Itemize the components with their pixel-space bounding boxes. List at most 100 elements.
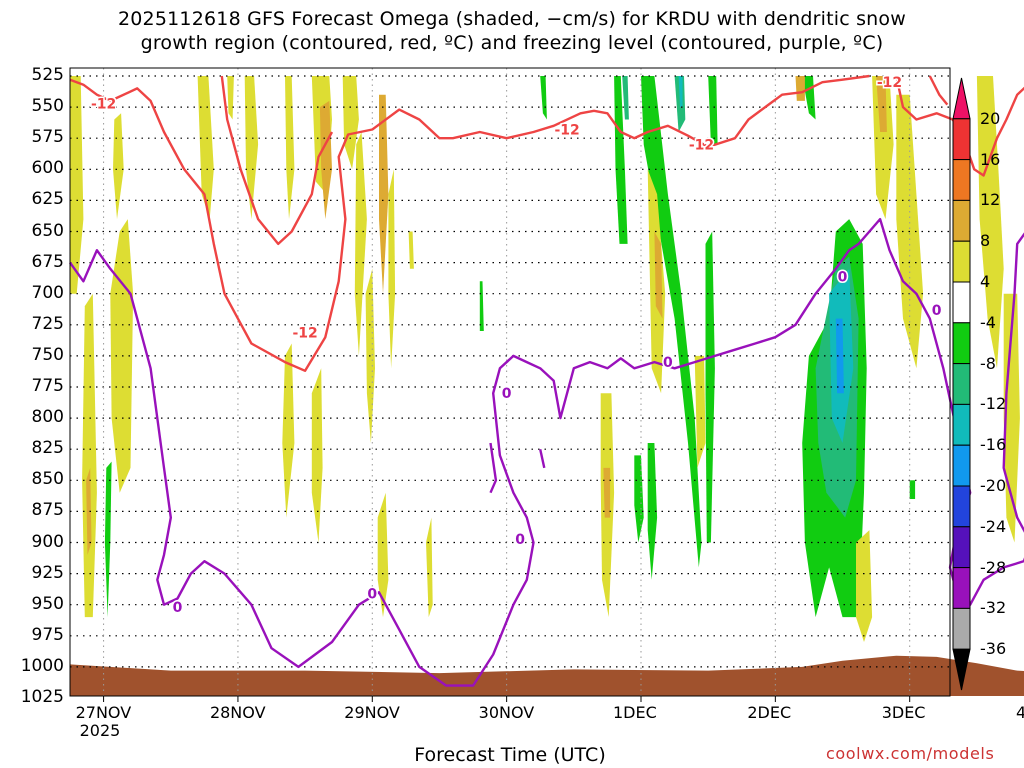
y-tick-label: 800 bbox=[31, 407, 64, 428]
colorbar-swatch bbox=[952, 199, 971, 242]
colorbar-label: -36 bbox=[980, 639, 1007, 659]
omega-shade-area bbox=[909, 480, 916, 499]
omega-shade-area bbox=[856, 530, 873, 642]
y-tick-label: 775 bbox=[31, 376, 64, 396]
colorbar-label: -32 bbox=[980, 598, 1007, 618]
contour-label: 0 bbox=[932, 303, 942, 319]
chart-title-line1: 2025112618 GFS Forecast Omega (shaded, −… bbox=[117, 8, 906, 30]
freezing-level-contour-line bbox=[539, 448, 546, 469]
dgz-contour-line bbox=[69, 74, 870, 372]
omega-shade-area bbox=[285, 76, 295, 220]
y-tick-label: 650 bbox=[31, 220, 64, 241]
omega-shade-area bbox=[614, 76, 628, 244]
contour-label: 0 bbox=[515, 532, 525, 548]
dgz-contour-line bbox=[895, 75, 1024, 177]
y-tick-label: 750 bbox=[31, 344, 64, 365]
colorbar-label: -8 bbox=[980, 353, 996, 373]
colorbar-swatch bbox=[952, 444, 971, 487]
x-tick-label: 4DEC bbox=[1016, 703, 1024, 722]
omega-shade-area bbox=[379, 94, 389, 294]
chart-title-line2: growth region (contoured, red, ºC) and f… bbox=[140, 32, 884, 54]
y-tick-label: 950 bbox=[31, 593, 64, 614]
colorbar-label: -28 bbox=[980, 557, 1007, 577]
x-tick-label: 29NOV bbox=[344, 703, 400, 722]
omega-shade-area bbox=[705, 231, 715, 543]
colorbar-swatch bbox=[952, 607, 971, 650]
omega-shade-area bbox=[540, 76, 547, 120]
y-tick-label: 825 bbox=[31, 438, 64, 459]
y-tick-label: 725 bbox=[31, 313, 64, 334]
omega-shade-area bbox=[70, 76, 84, 294]
omega-shade-area bbox=[408, 231, 414, 269]
y-tick-label: 900 bbox=[31, 531, 64, 552]
contour-label: -12 bbox=[91, 96, 116, 112]
colorbar-swatch bbox=[952, 526, 971, 569]
omega-shade-area bbox=[354, 132, 367, 356]
omega-shade-area bbox=[197, 76, 214, 220]
omega-shade-area bbox=[110, 219, 134, 493]
plot-frame bbox=[69, 67, 951, 697]
y-tick-label: 875 bbox=[31, 500, 64, 521]
dgz-contour-line bbox=[928, 75, 949, 106]
y-tick-label: 550 bbox=[31, 96, 64, 117]
omega-shade-area bbox=[708, 76, 718, 145]
omega-shade-area bbox=[104, 461, 112, 618]
omega-shade-area bbox=[603, 467, 611, 518]
colorbar-swatch bbox=[952, 485, 971, 528]
contour-label: -12 bbox=[877, 75, 902, 91]
omega-shade-area bbox=[377, 492, 389, 618]
colorbar-swatch bbox=[952, 118, 971, 161]
contour-label: 0 bbox=[173, 600, 183, 616]
colorbar-label: 4 bbox=[980, 272, 991, 291]
omega-shade-area bbox=[678, 76, 683, 108]
omega-shade-area bbox=[622, 76, 629, 120]
omega-shade-area bbox=[835, 318, 844, 394]
colorbar-swatch bbox=[952, 77, 971, 120]
omega-shade-area bbox=[244, 76, 259, 220]
colorbar-swatch bbox=[952, 322, 971, 365]
y-tick-label: 625 bbox=[31, 189, 64, 210]
credit-text: coolwx.com/models bbox=[826, 744, 995, 763]
omega-shade-area bbox=[795, 76, 805, 101]
omega-shade-area bbox=[694, 355, 706, 468]
x-tick-label: 28NOV bbox=[209, 703, 266, 722]
freezing-level-contour-line bbox=[69, 217, 1024, 687]
omega-shade-area bbox=[634, 455, 644, 543]
omega-shade-area bbox=[227, 76, 234, 120]
omega-shade-area bbox=[654, 231, 663, 319]
colorbar-label: 16 bbox=[980, 149, 1001, 169]
omega-shade-area bbox=[342, 76, 359, 170]
omega-shade-area bbox=[319, 100, 332, 220]
y-tick-label: 850 bbox=[31, 469, 64, 490]
y-tick-label: 700 bbox=[31, 282, 64, 303]
colorbar-swatch bbox=[952, 159, 971, 201]
contour-label: 0 bbox=[838, 269, 848, 285]
y-tick-label: 675 bbox=[31, 251, 64, 272]
colorbar-swatch bbox=[952, 403, 971, 446]
omega-shade-area bbox=[311, 368, 323, 543]
y-tick-label: 925 bbox=[31, 562, 64, 583]
contour-label: 0 bbox=[502, 386, 512, 402]
colorbar-label: 12 bbox=[980, 190, 1001, 210]
colorbar-label: 20 bbox=[980, 108, 1001, 128]
contour-label: 0 bbox=[367, 587, 377, 603]
omega-shade-area bbox=[872, 76, 894, 220]
plot-background bbox=[70, 68, 950, 696]
omega-shade-area bbox=[876, 76, 887, 132]
y-tick-label: 1000 bbox=[20, 655, 64, 676]
contour-label: 0 bbox=[663, 355, 673, 371]
contour-label: -12 bbox=[554, 123, 579, 139]
y-tick-label: 1025 bbox=[20, 687, 64, 707]
omega-shade-area bbox=[82, 293, 97, 618]
x-tick-label: 3DEC bbox=[881, 703, 926, 722]
x-tick-label: 27NOV bbox=[75, 703, 132, 722]
colorbar-label: -4 bbox=[980, 312, 996, 332]
y-tick-label: 525 bbox=[31, 65, 64, 85]
x-tick-label: 30NOV bbox=[478, 703, 535, 722]
contour-label: -12 bbox=[292, 325, 317, 341]
colorbar-label: 8 bbox=[980, 231, 991, 251]
freezing-level-contour-line bbox=[489, 442, 498, 494]
y-tick-label: 600 bbox=[31, 158, 64, 179]
x-tick-label: 1DEC bbox=[612, 703, 657, 722]
